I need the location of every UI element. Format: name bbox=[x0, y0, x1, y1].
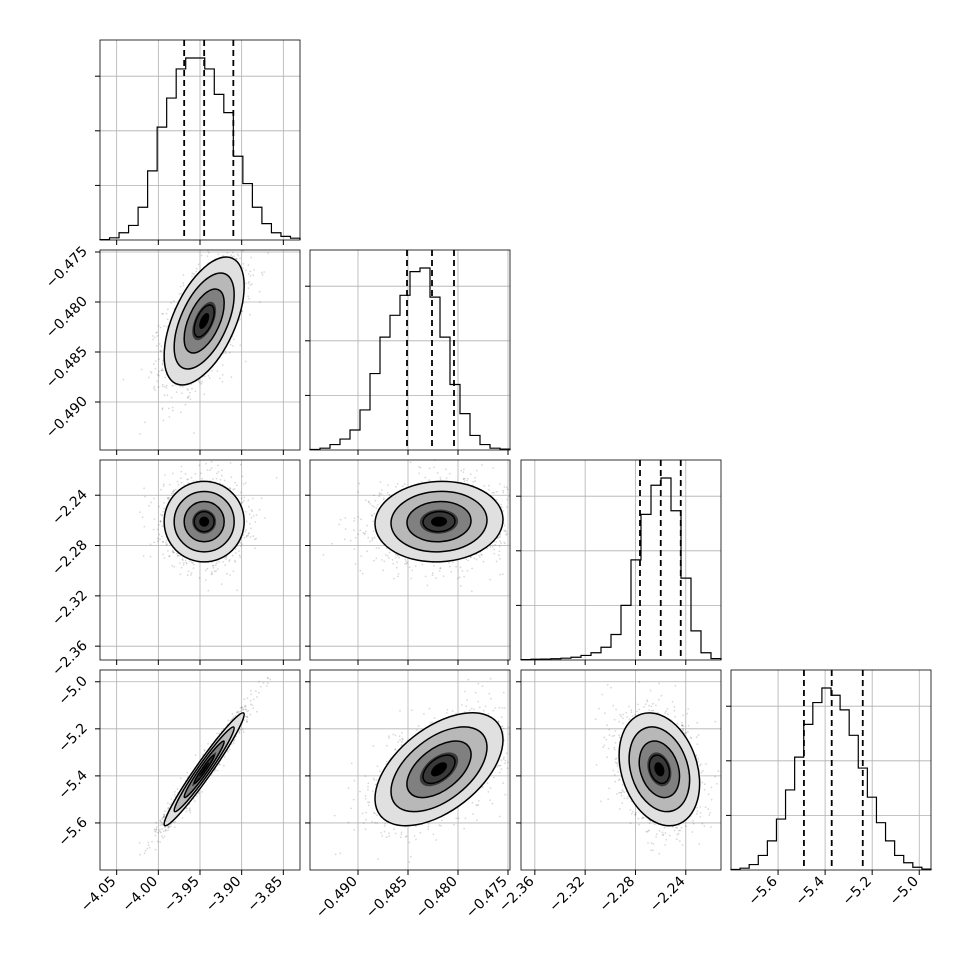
panel-frame bbox=[730, 669, 932, 871]
panel-frame bbox=[309, 459, 511, 661]
x-tick-label: −4.00 bbox=[120, 874, 162, 916]
density-level bbox=[431, 762, 448, 777]
x-tick-label: −3.90 bbox=[203, 874, 245, 916]
panel-frame bbox=[520, 459, 722, 661]
y-tick-label: −0.485 bbox=[43, 344, 91, 392]
x-tick-label: −0.485 bbox=[363, 874, 411, 922]
panel-2-1 bbox=[305, 459, 511, 665]
contour bbox=[173, 726, 235, 813]
contour bbox=[163, 712, 245, 827]
contour bbox=[422, 754, 456, 785]
density-level bbox=[199, 312, 210, 329]
y-tick-label: −0.475 bbox=[43, 244, 91, 292]
contour bbox=[183, 740, 225, 799]
panel-3-1: −0.490 −0.485 −0.480 −0.475 bbox=[305, 669, 511, 922]
density-level bbox=[199, 762, 210, 777]
y-tick-label: −2.28 bbox=[49, 537, 91, 579]
contour bbox=[628, 726, 691, 813]
contour bbox=[193, 754, 215, 785]
panel-2-2 bbox=[516, 459, 722, 665]
panel-2-0: −2.36 −2.32 −2.28 −2.24 bbox=[49, 459, 301, 680]
panel-3-2: −2.36 −2.32 −2.28 −2.24 bbox=[496, 669, 722, 916]
contour bbox=[422, 510, 456, 533]
y-tick-label: −5.2 bbox=[55, 720, 90, 755]
contour bbox=[183, 500, 225, 543]
contour bbox=[163, 480, 245, 563]
panel-frame bbox=[309, 249, 511, 451]
panel-0-0 bbox=[95, 39, 301, 245]
density-level bbox=[199, 516, 210, 527]
contour bbox=[390, 726, 488, 813]
panel-frame bbox=[309, 669, 511, 871]
histogram-p0 bbox=[99, 57, 301, 241]
x-tick-label: −2.28 bbox=[597, 874, 639, 916]
contour bbox=[173, 272, 235, 370]
contour bbox=[374, 480, 504, 563]
contour bbox=[163, 256, 245, 386]
contour bbox=[374, 712, 504, 827]
panel-1-0: −0.490−0.485−0.480−0.475 bbox=[43, 244, 301, 455]
panel-1-1 bbox=[305, 249, 511, 455]
panel-3-0: −4.05 −4.00 −3.95 −3.90 −3.85−5.6−5.4−5.2−5.… bbox=[55, 669, 301, 916]
contour bbox=[183, 288, 225, 354]
panel-frame bbox=[520, 669, 722, 871]
y-tick-label: −5.6 bbox=[55, 814, 90, 849]
x-tick-label: −3.95 bbox=[161, 874, 203, 916]
contour bbox=[193, 304, 215, 338]
contour bbox=[193, 510, 215, 533]
x-tick-label: −4.05 bbox=[78, 874, 120, 916]
y-tick-label: −5.4 bbox=[55, 767, 90, 802]
y-tick-label: −0.480 bbox=[43, 294, 91, 342]
y-tick-label: −2.32 bbox=[49, 587, 91, 629]
panel-3-3: −5.6 −5.4 −5.2 −5.0 bbox=[726, 669, 932, 909]
x-tick-label: −5.0 bbox=[887, 874, 922, 909]
histogram-p1 bbox=[309, 267, 511, 451]
x-tick-label: −2.24 bbox=[647, 873, 689, 915]
x-tick-label: −5.2 bbox=[840, 874, 875, 909]
x-tick-label: −5.4 bbox=[793, 873, 828, 908]
contour bbox=[638, 740, 681, 799]
contour bbox=[618, 712, 701, 827]
y-tick-label: −2.36 bbox=[49, 638, 91, 680]
contour bbox=[406, 740, 472, 799]
x-tick-label: −5.6 bbox=[746, 873, 781, 908]
histogram-p2 bbox=[520, 477, 722, 661]
contour bbox=[648, 754, 671, 785]
x-tick-label: −0.490 bbox=[313, 874, 361, 922]
x-tick-label: −2.32 bbox=[546, 874, 588, 916]
x-tick-label: −3.85 bbox=[245, 874, 287, 916]
density-level bbox=[431, 516, 448, 527]
contour bbox=[173, 490, 235, 553]
contour bbox=[390, 490, 488, 553]
density-level bbox=[654, 762, 665, 777]
y-tick-label: −2.24 bbox=[49, 487, 91, 529]
contour bbox=[406, 500, 472, 543]
y-tick-label: −0.490 bbox=[43, 394, 91, 442]
x-tick-label: −0.480 bbox=[413, 874, 461, 922]
